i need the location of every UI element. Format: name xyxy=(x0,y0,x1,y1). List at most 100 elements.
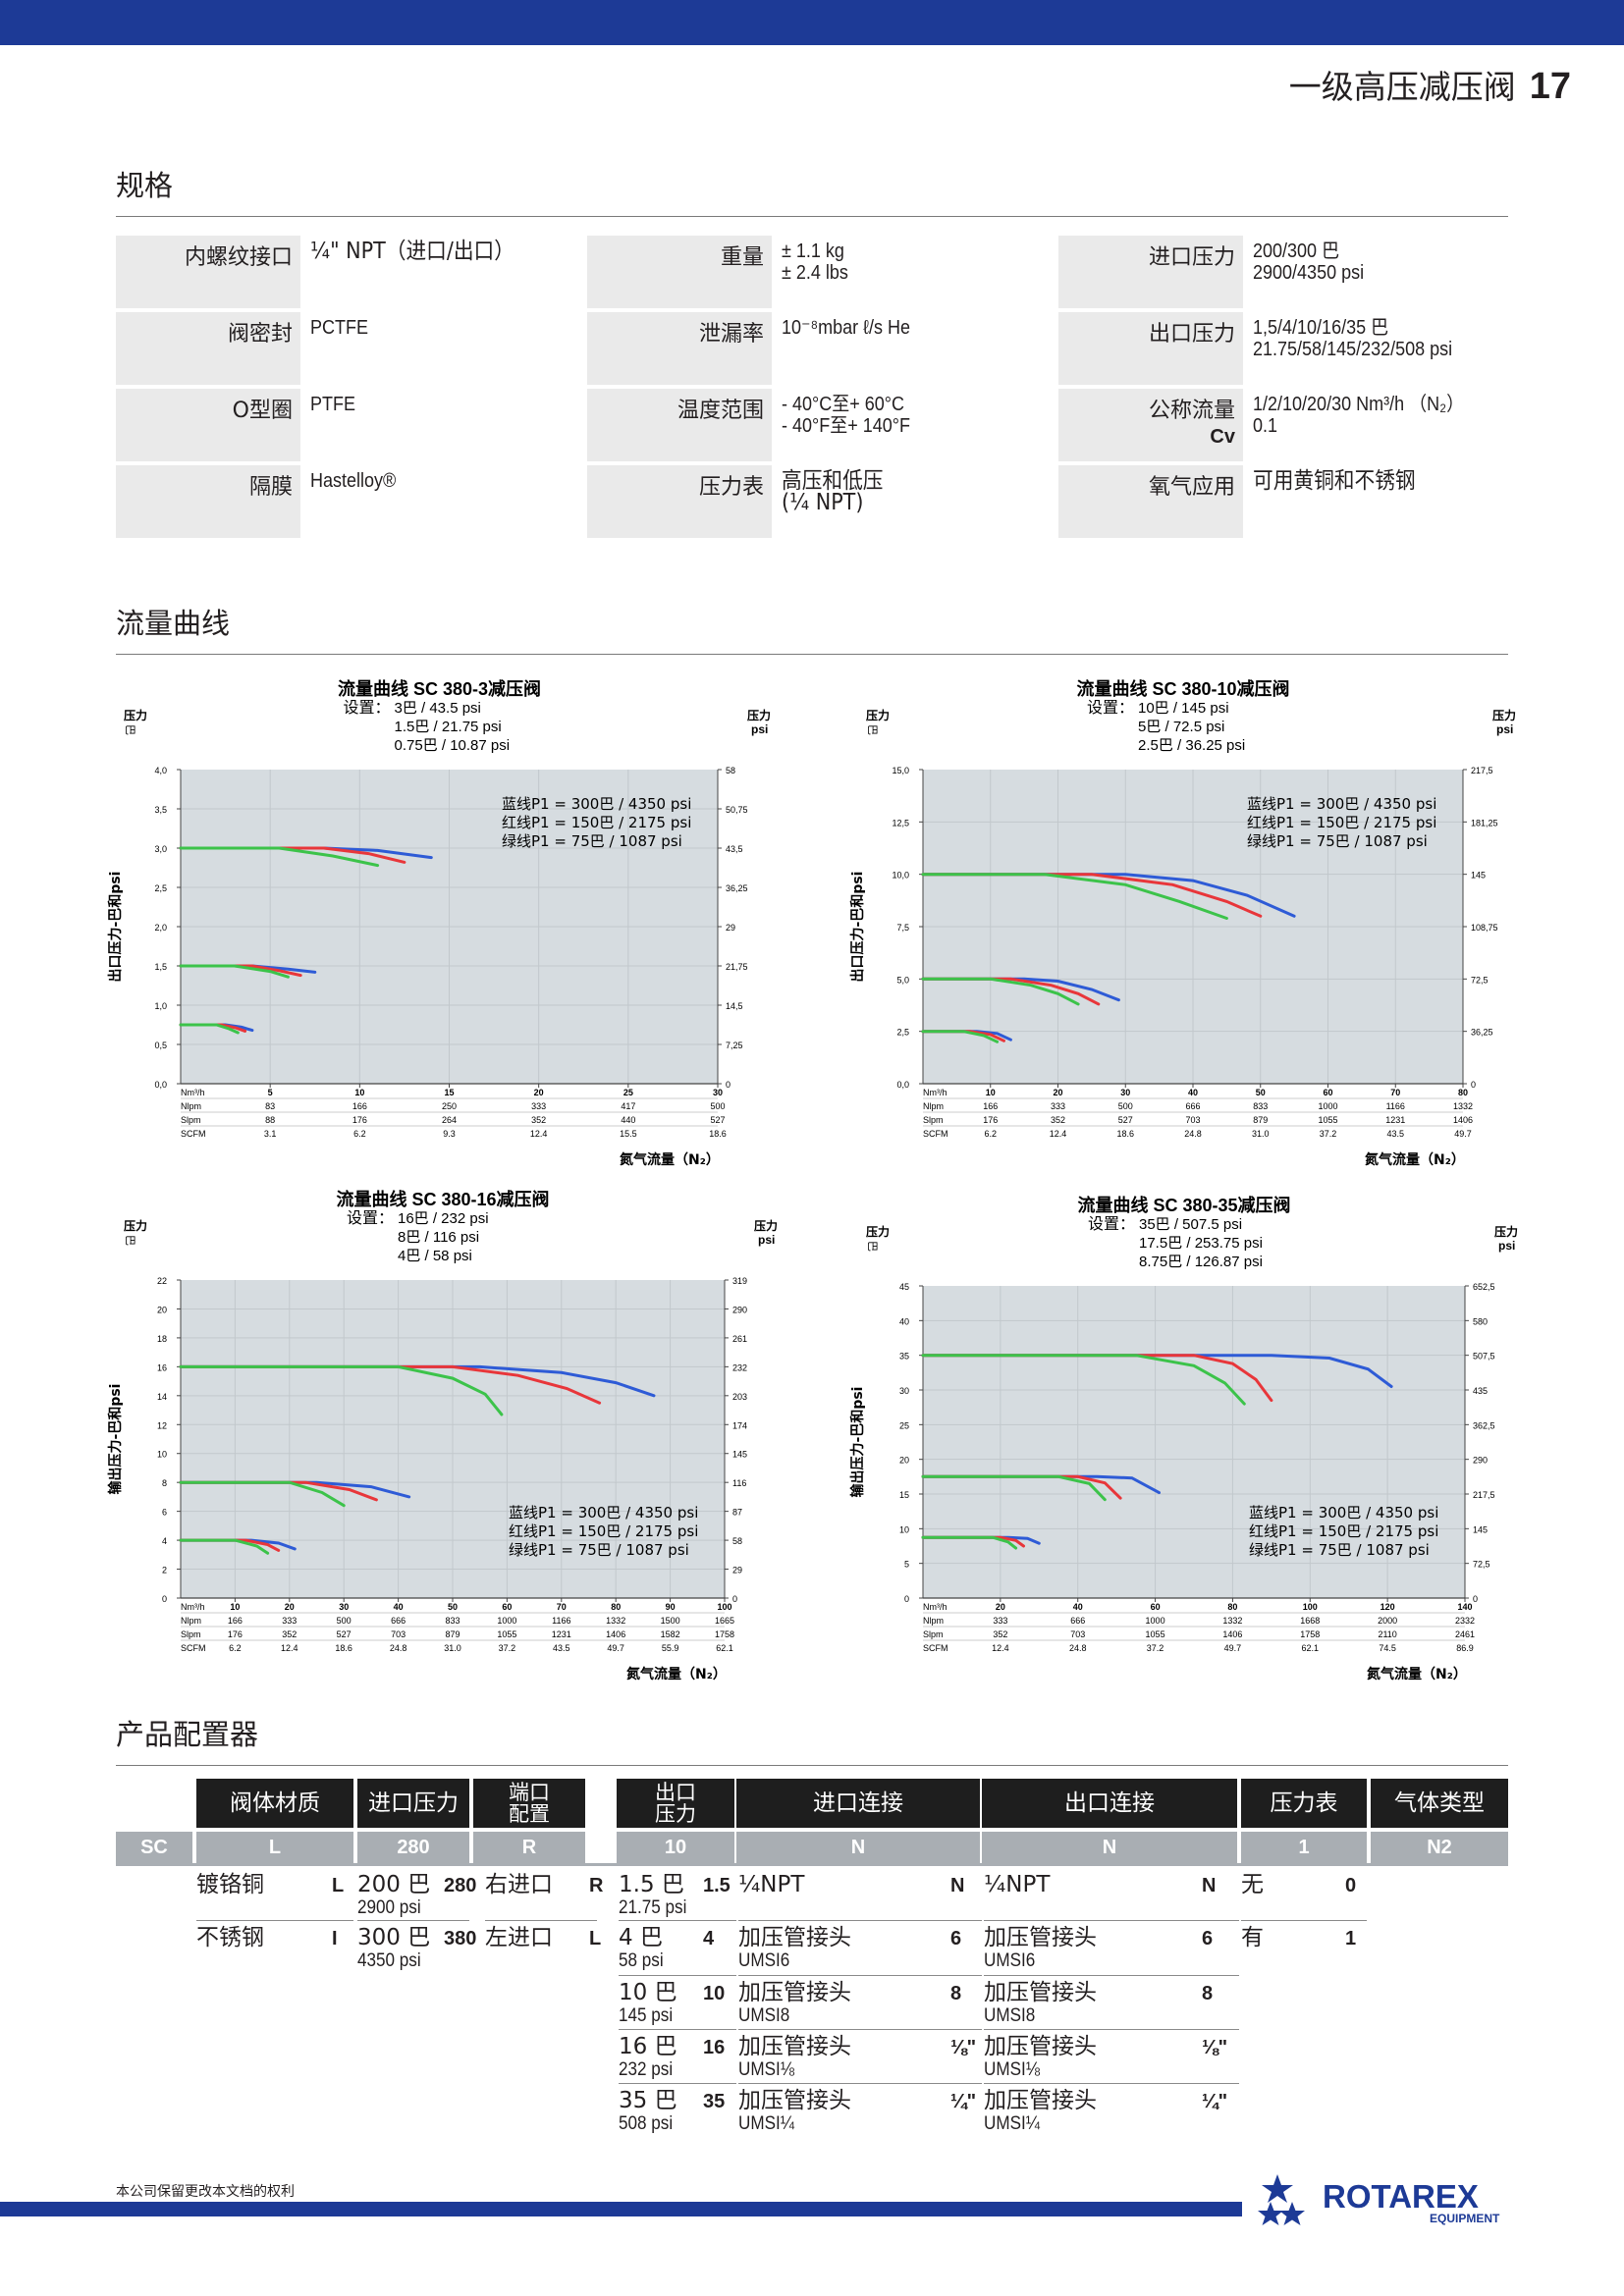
spec-value-cell xyxy=(774,312,1035,385)
row-value: 352 xyxy=(993,1629,1007,1639)
row-value: 1406 xyxy=(606,1629,625,1639)
y-tick-label: 0,0 xyxy=(896,1080,909,1090)
row-value: 60 xyxy=(1151,1602,1161,1612)
row-value: 43.5 xyxy=(1386,1129,1404,1139)
row-value: 333 xyxy=(282,1616,297,1626)
row-value: 6.2 xyxy=(229,1643,242,1653)
chart-setting-label: 设置： xyxy=(343,698,390,717)
left-unit: 压力 xyxy=(124,708,147,722)
row-value: 80 xyxy=(1458,1088,1468,1097)
row-value: 15 xyxy=(444,1088,454,1097)
row-value: 10 xyxy=(230,1602,240,1612)
row-value: 176 xyxy=(983,1115,998,1125)
row-value: 5 xyxy=(268,1088,273,1097)
y2-tick-label: 203 xyxy=(732,1392,747,1402)
y-tick-label: 15,0 xyxy=(892,766,909,775)
y-tick-label: 35 xyxy=(899,1352,909,1362)
plot-area xyxy=(181,1280,725,1598)
row-value: 1500 xyxy=(661,1616,680,1626)
config-option: 加压管接头 UMSI⅛ xyxy=(984,2034,1097,2080)
rotarex-logo: ROTAREX EQUIPMENT xyxy=(1257,2172,1512,2235)
series-green-line xyxy=(179,964,290,979)
y2-tick-label: 87 xyxy=(732,1508,742,1518)
logo-star-icon xyxy=(1258,2202,1283,2225)
row-value: 20 xyxy=(285,1602,295,1612)
series-blue-line xyxy=(921,1030,1012,1041)
series-red-line xyxy=(921,1474,1122,1500)
row-value: 140 xyxy=(1457,1602,1472,1612)
spec-label-cell xyxy=(116,312,300,385)
row-value: 352 xyxy=(282,1629,297,1639)
row-value: 20 xyxy=(534,1088,544,1097)
row-value: 62.1 xyxy=(716,1643,733,1653)
y-tick-label: 5,0 xyxy=(896,975,909,985)
row-value: 333 xyxy=(531,1101,546,1111)
legend-green: 绿线P1 = 75巴 / 1087 psi xyxy=(502,832,682,850)
row-label: Slpm xyxy=(923,1115,944,1125)
series-green-line xyxy=(179,846,380,868)
spec-value: Hastelloy® xyxy=(310,470,397,492)
row-value: 74.5 xyxy=(1379,1643,1396,1653)
row-value: 500 xyxy=(337,1616,352,1626)
spec-value: 10⁻⁸mbar ℓ/s He xyxy=(782,317,910,339)
y-tick-label: 3,5 xyxy=(154,805,167,815)
row-value: 49.7 xyxy=(607,1643,624,1653)
spec-label-cell xyxy=(587,236,772,308)
y2-tick-label: 58 xyxy=(732,1536,742,1546)
row-value: 40 xyxy=(1188,1088,1198,1097)
config-option: 16 巴 232 psi xyxy=(619,2034,677,2080)
config-option: ¼NPT xyxy=(738,1872,805,1897)
row-value: 666 xyxy=(1185,1101,1200,1111)
row-value: 9.3 xyxy=(443,1129,456,1139)
series-red-line xyxy=(921,1535,1025,1548)
y-tick-label: 12,5 xyxy=(892,818,909,828)
config-option: 300 巴 4350 psi xyxy=(357,1925,431,1971)
config-code: SC xyxy=(116,1832,192,1863)
spec-value: 可用黄铜和不锈钢 xyxy=(1253,468,1416,494)
config-row-rule xyxy=(485,1920,597,1921)
row-value: 18.6 xyxy=(1116,1129,1134,1139)
row-value: 666 xyxy=(391,1616,406,1626)
config-option: 加压管接头 UMSI¼ xyxy=(984,2088,1097,2134)
y2-tick-label: 145 xyxy=(732,1450,747,1460)
left-unit: 压力 xyxy=(124,1218,147,1233)
y2-tick-label: 507,5 xyxy=(1473,1352,1495,1362)
y2-tick-label: 72,5 xyxy=(1471,975,1489,985)
spec-value-cell xyxy=(1245,389,1508,461)
row-value: 666 xyxy=(1070,1616,1085,1626)
config-option-code: 6 xyxy=(1202,1928,1214,1949)
spec-row-gap xyxy=(1058,386,1508,388)
y2-tick-label: 580 xyxy=(1473,1316,1488,1326)
spec-label: 出口压力 xyxy=(1148,322,1235,347)
y-tick-label: 10 xyxy=(899,1524,909,1534)
row-label: SCFM xyxy=(181,1129,206,1139)
series-blue-line xyxy=(179,1480,411,1499)
spec-row-gap xyxy=(116,462,564,464)
config-row-rule xyxy=(619,1920,736,1921)
legend-blue: 蓝线P1 = 300巴 / 4350 psi xyxy=(502,795,691,813)
spec-label: 温度范围 xyxy=(677,399,764,423)
chart-setting: 0.75巴 / 10.87 psi xyxy=(395,737,511,754)
config-option-code: 1.5 xyxy=(703,1875,731,1896)
config-row-rule xyxy=(619,2083,736,2084)
spec-label-cell xyxy=(1058,389,1243,461)
y2-tick-label: 108,75 xyxy=(1471,923,1498,933)
spec-value: - 40°C至+ 60°C - 40°F至+ 140°F xyxy=(782,394,910,437)
series-green-line xyxy=(179,1364,504,1416)
series-red-line xyxy=(179,846,406,864)
row-value: 90 xyxy=(666,1602,676,1612)
legend-green: 绿线P1 = 75巴 / 1087 psi xyxy=(1247,832,1428,850)
config-option: 加压管接头 UMSI8 xyxy=(738,1980,851,2026)
series-blue-line xyxy=(179,1023,254,1033)
series-blue-line xyxy=(921,1535,1041,1545)
row-value: 80 xyxy=(1227,1602,1237,1612)
series-blue-line xyxy=(179,964,317,974)
row-value: 12.4 xyxy=(530,1129,548,1139)
row-label: Slpm xyxy=(181,1115,201,1125)
flow-heading: 流量曲线 xyxy=(116,607,231,640)
series-blue-line xyxy=(921,977,1120,1002)
y-tick-label: 0 xyxy=(904,1594,909,1604)
config-option: 右进口 xyxy=(485,1872,553,1897)
y-tick-label: 0,5 xyxy=(154,1041,167,1050)
row-value: 833 xyxy=(1253,1101,1268,1111)
